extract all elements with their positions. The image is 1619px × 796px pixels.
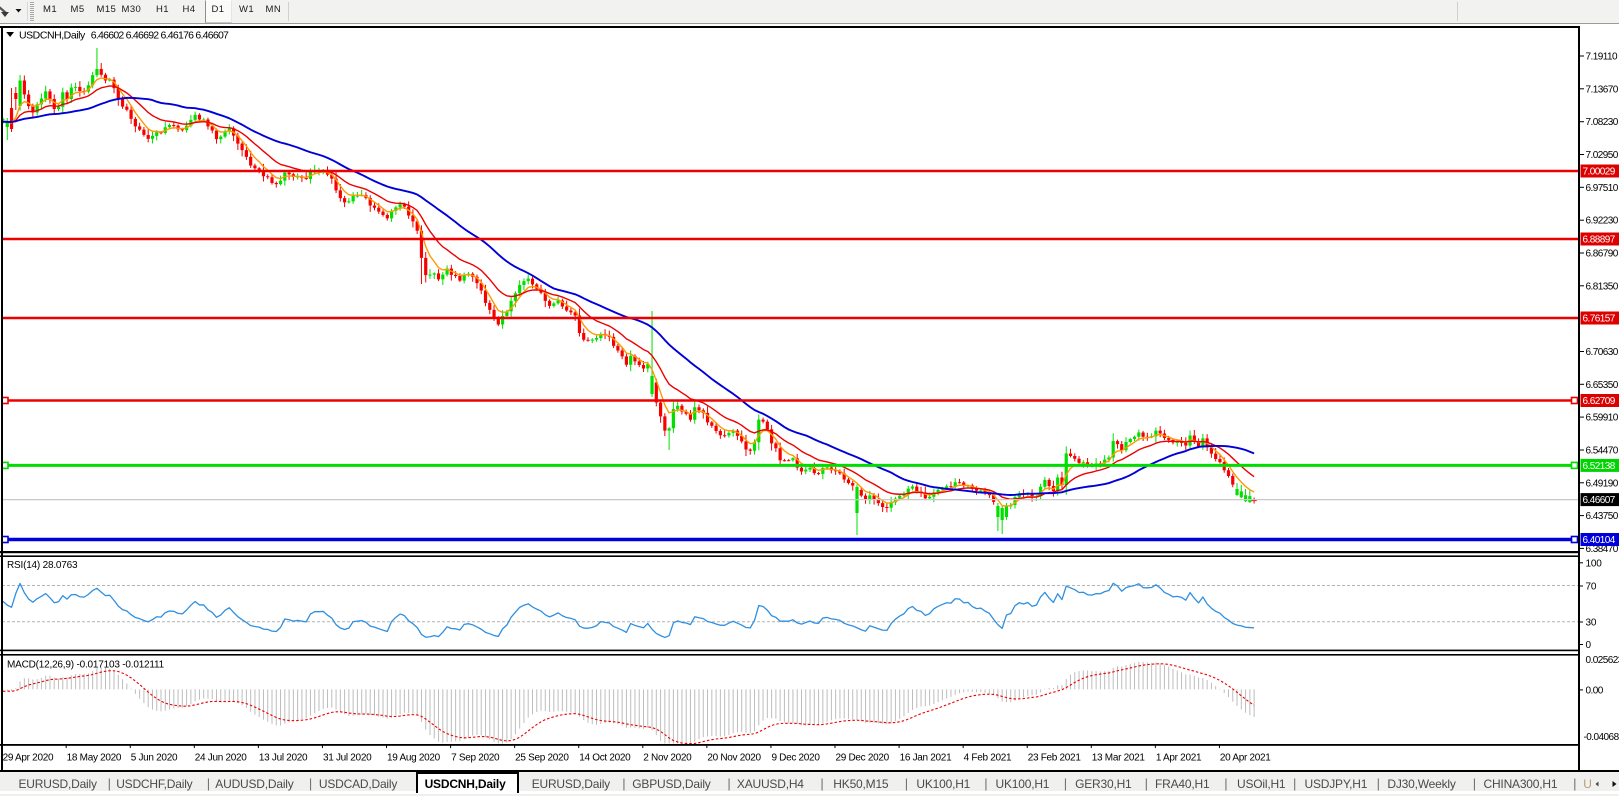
svg-text:7.19110: 7.19110 (1586, 52, 1619, 63)
svg-text:0: 0 (1586, 640, 1592, 651)
svg-text:6.59910: 6.59910 (1586, 413, 1619, 424)
svg-text:18 May 2020: 18 May 2020 (67, 753, 122, 764)
svg-text:6.76157: 6.76157 (1583, 314, 1616, 325)
svg-text:7.08230: 7.08230 (1586, 117, 1619, 128)
svg-text:25 Sep 2020: 25 Sep 2020 (515, 753, 569, 764)
svg-text:USDCNH,Daily: USDCNH,Daily (19, 29, 86, 41)
svg-text:13 Mar 2021: 13 Mar 2021 (1092, 753, 1146, 764)
svg-text:2 Nov 2020: 2 Nov 2020 (643, 753, 692, 764)
svg-text:6.46602 6.46692 6.46176 6.4660: 6.46602 6.46692 6.46176 6.46607 (91, 29, 229, 41)
svg-text:6.92230: 6.92230 (1586, 216, 1619, 227)
svg-text:6.86790: 6.86790 (1586, 249, 1619, 260)
svg-text:29 Dec 2020: 29 Dec 2020 (836, 753, 890, 764)
svg-text:6.62709: 6.62709 (1583, 396, 1616, 407)
svg-text:16 Jan 2021: 16 Jan 2021 (900, 753, 952, 764)
svg-text:20 Nov 2020: 20 Nov 2020 (707, 753, 761, 764)
svg-text:6.49190: 6.49190 (1586, 478, 1619, 489)
svg-text:7.13670: 7.13670 (1586, 84, 1619, 95)
svg-text:6.52138: 6.52138 (1583, 461, 1616, 472)
svg-text:30: 30 (1586, 618, 1597, 629)
svg-text:19 Aug 2020: 19 Aug 2020 (387, 753, 441, 764)
svg-text:1 Apr 2021: 1 Apr 2021 (1156, 753, 1202, 764)
svg-text:6.81350: 6.81350 (1586, 281, 1619, 292)
svg-text:70: 70 (1586, 582, 1597, 593)
svg-text:9 Dec 2020: 9 Dec 2020 (771, 753, 820, 764)
svg-text:RSI(14) 28.0763: RSI(14) 28.0763 (7, 560, 78, 571)
svg-text:4 Feb 2021: 4 Feb 2021 (964, 753, 1012, 764)
svg-text:7.02950: 7.02950 (1586, 150, 1619, 161)
svg-text:0.025623: 0.025623 (1586, 655, 1619, 666)
svg-text:6.40104: 6.40104 (1583, 535, 1616, 546)
svg-text:31 Jul 2020: 31 Jul 2020 (323, 753, 372, 764)
svg-text:6.70630: 6.70630 (1586, 347, 1619, 358)
svg-text:100: 100 (1586, 558, 1603, 569)
svg-text:6.97510: 6.97510 (1586, 183, 1619, 194)
svg-text:6.88897: 6.88897 (1583, 235, 1616, 246)
svg-text:6.54470: 6.54470 (1586, 446, 1619, 457)
svg-text:6.46607: 6.46607 (1583, 495, 1616, 506)
svg-text:24 Jun 2020: 24 Jun 2020 (195, 753, 247, 764)
svg-text:29 Apr 2020: 29 Apr 2020 (3, 753, 54, 764)
svg-text:23 Feb 2021: 23 Feb 2021 (1028, 753, 1082, 764)
svg-text:MACD(12,26,9) -0.017103 -0.012: MACD(12,26,9) -0.017103 -0.012111 (7, 660, 165, 671)
svg-text:-0.04068: -0.04068 (1584, 732, 1619, 743)
svg-text:6.38470: 6.38470 (1586, 544, 1619, 555)
svg-text:13 Jul 2020: 13 Jul 2020 (259, 753, 308, 764)
svg-text:5 Jun 2020: 5 Jun 2020 (131, 753, 178, 764)
svg-text:14 Oct 2020: 14 Oct 2020 (579, 753, 631, 764)
svg-text:7 Sep 2020: 7 Sep 2020 (451, 753, 500, 764)
svg-text:20 Apr 2021: 20 Apr 2021 (1220, 753, 1271, 764)
svg-text:0.00: 0.00 (1586, 685, 1604, 696)
svg-text:6.65350: 6.65350 (1586, 380, 1619, 391)
svg-text:7.00029: 7.00029 (1583, 167, 1616, 178)
svg-text:6.43750: 6.43750 (1586, 511, 1619, 522)
